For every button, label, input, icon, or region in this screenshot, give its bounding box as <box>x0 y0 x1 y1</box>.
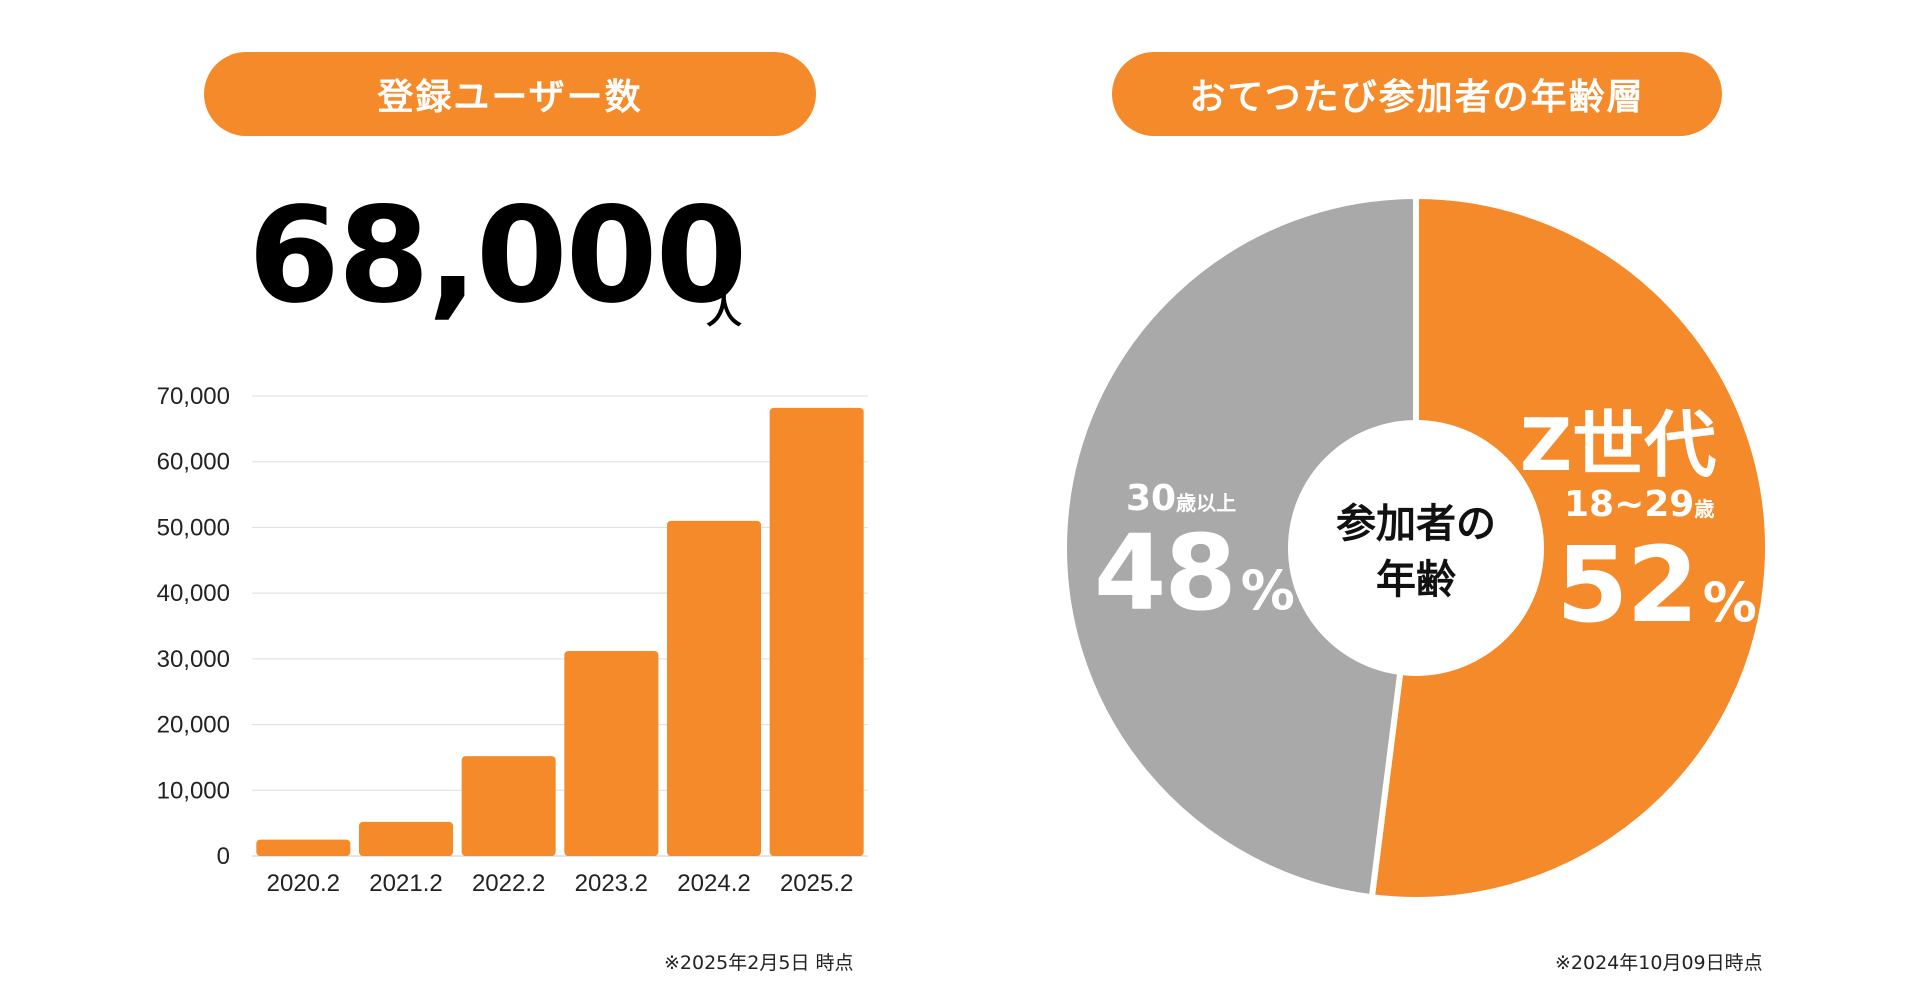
y-tick-label: 70,000 <box>157 383 230 410</box>
gen-z-label: Z世代 <box>1520 403 1717 487</box>
x-tick-label: 2025.2 <box>780 870 853 897</box>
pie-center-line1: 参加者の <box>1336 501 1496 547</box>
old-percent-sign: % <box>1240 559 1295 622</box>
old-percent: 48% <box>1094 512 1295 634</box>
bar <box>667 520 761 856</box>
y-tick-label: 0 <box>217 843 230 870</box>
bar <box>564 650 659 856</box>
x-tick-label: 2024.2 <box>677 870 750 897</box>
bar <box>359 821 453 856</box>
bar <box>256 839 351 856</box>
participant-age-title: おてつたび参加者の年齢層 <box>1112 52 1722 136</box>
y-tick-label: 40,000 <box>157 580 230 607</box>
y-tick-label: 20,000 <box>157 712 230 739</box>
x-tick-label: 2021.2 <box>369 870 442 897</box>
old-age-num: 30 <box>1126 478 1177 519</box>
young-percent: 52% <box>1556 524 1757 646</box>
registered-users-unit: 人 <box>706 291 743 332</box>
young-age-unit: 歳 <box>1694 497 1715 521</box>
y-tick-label: 60,000 <box>157 449 230 476</box>
old-age-range: 30歳以上 <box>1126 478 1236 519</box>
bar <box>769 407 864 856</box>
young-age-range: 18~29歳 <box>1564 484 1714 525</box>
pie-center-label: 参加者の 年齢 <box>1288 496 1544 608</box>
age-date-note: ※2024年10月09日時点 <box>1555 952 1763 974</box>
bar <box>461 756 556 856</box>
young-age-num: 18~29 <box>1564 484 1695 525</box>
users-date-note: ※2025年2月5日 時点 <box>664 952 854 974</box>
pie-center-line2: 年齢 <box>1376 557 1456 603</box>
y-tick-label: 30,000 <box>157 646 230 673</box>
young-percent-num: 52 <box>1556 524 1699 646</box>
y-tick-label: 50,000 <box>157 514 230 541</box>
x-tick-label: 2022.2 <box>472 870 545 897</box>
x-tick-label: 2023.2 <box>575 870 648 897</box>
registered-users-title: 登録ユーザー数 <box>204 52 816 136</box>
young-percent-sign: % <box>1702 571 1757 634</box>
old-percent-num: 48 <box>1094 512 1237 634</box>
y-tick-label: 10,000 <box>157 777 230 804</box>
old-age-unit: 歳以上 <box>1176 491 1237 515</box>
x-tick-label: 2020.2 <box>267 870 340 897</box>
registered-users-count: 68,000 <box>248 179 747 333</box>
